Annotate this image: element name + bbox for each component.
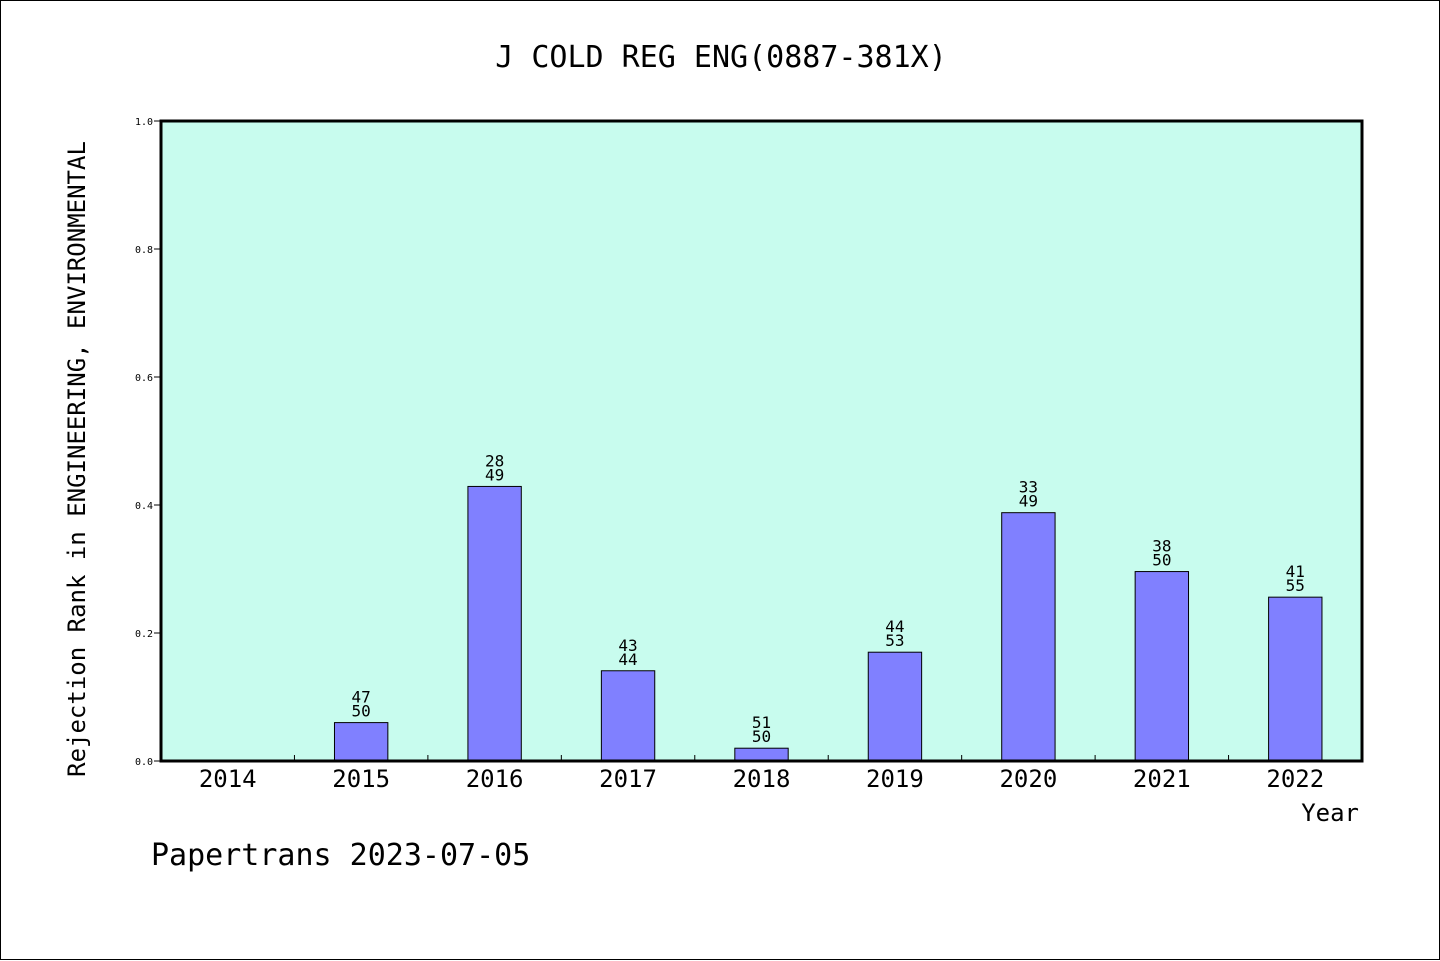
x-tick-label: 2022 xyxy=(1266,765,1324,793)
x-tick-label: 2019 xyxy=(866,765,924,793)
bar-label-top: 43 xyxy=(618,636,637,655)
bar-2017 xyxy=(600,670,656,762)
x-tick-label: 2020 xyxy=(999,765,1057,793)
y-tick-label: 0.8 xyxy=(135,245,153,256)
bar-label-bottom: 49 xyxy=(1019,492,1038,511)
bar-label-top: 38 xyxy=(1152,537,1171,556)
bar-2018 xyxy=(734,747,789,762)
x-tick-label: 2021 xyxy=(1133,765,1191,793)
bar-2021 xyxy=(1134,571,1190,762)
bar-2016 xyxy=(467,485,522,762)
x-tick-label: 2015 xyxy=(332,765,390,793)
x-tick-label: 2016 xyxy=(466,765,524,793)
y-tick-label: 0.4 xyxy=(135,501,153,512)
x-tick-label: 2014 xyxy=(199,765,257,793)
bar-label-bottom: 44 xyxy=(618,650,637,669)
bar-label-top: 44 xyxy=(885,617,904,636)
bar-label-top: 41 xyxy=(1286,562,1305,581)
x-tick-label: 2018 xyxy=(733,765,791,793)
ticks-layer: 0.0 0.2 0.4 0.6 0.8 1.0 2014 2015 2016 2017 2018 20… xyxy=(135,117,1324,793)
bar-2022 xyxy=(1268,596,1323,762)
y-tick-label: 0.2 xyxy=(135,629,153,640)
bar-label-top: 28 xyxy=(485,451,504,470)
bar-2019 xyxy=(867,651,923,762)
bar-label-top: 33 xyxy=(1019,478,1038,497)
bar-label-bottom: 50 xyxy=(1152,551,1171,570)
footer-text: Papertrans 2023-07-05 xyxy=(151,838,530,873)
bar-label-bottom: 50 xyxy=(352,702,371,721)
bar-2015 xyxy=(333,722,389,762)
y-tick-label: 0.0 xyxy=(135,757,153,768)
bar-2020 xyxy=(1001,512,1056,762)
bar-label-bottom: 53 xyxy=(885,631,904,650)
bar-label-bottom: 50 xyxy=(752,727,771,746)
bar-label-top: 51 xyxy=(752,713,771,732)
y-tick-label: 1.0 xyxy=(135,117,153,128)
x-tick-label: 2017 xyxy=(599,765,657,793)
chart-title: J COLD REG ENG(0887-381X) xyxy=(495,40,947,75)
y-axis-label: Rejection Rank in ENGINEERING, ENVIRONME… xyxy=(63,141,91,777)
plot-border xyxy=(159,119,1364,763)
bar-label-bottom: 49 xyxy=(485,465,504,484)
bar-label-top: 47 xyxy=(352,688,371,707)
x-axis-label: Year xyxy=(1301,799,1359,827)
bar-label-bottom: 55 xyxy=(1286,576,1305,595)
y-tick-label: 0.6 xyxy=(135,373,153,384)
